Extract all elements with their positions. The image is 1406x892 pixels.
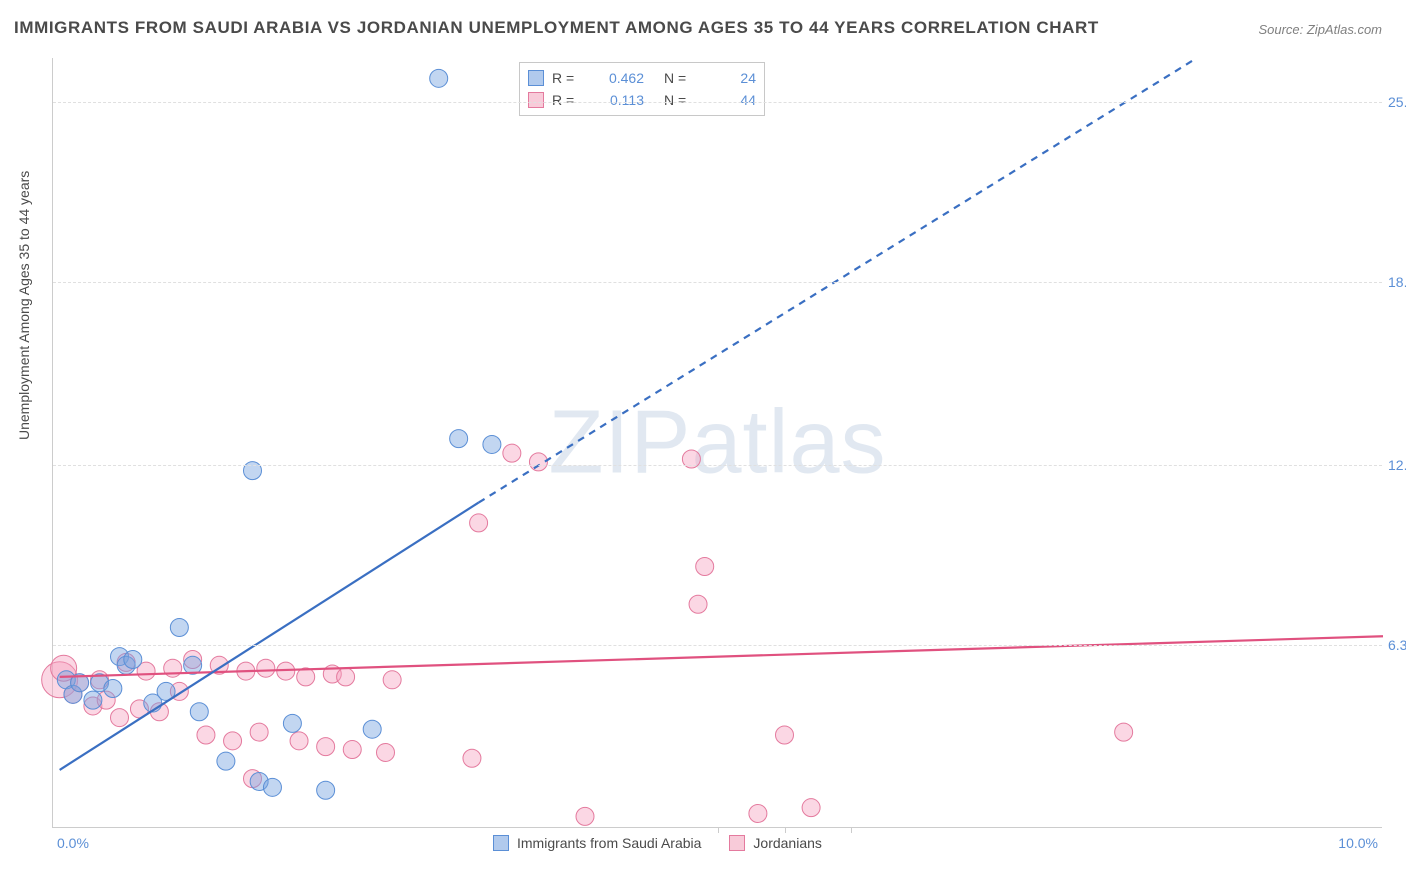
y-tick-label: 12.5% [1388, 457, 1406, 473]
y-tick-label: 25.0% [1388, 94, 1406, 110]
x-tick [718, 827, 719, 833]
x-tick [785, 827, 786, 833]
y-tick-label: 6.3% [1388, 637, 1406, 653]
grid-line [53, 102, 1382, 103]
x-tick-max: 10.0% [1338, 835, 1378, 851]
y-axis-title: Unemployment Among Ages 35 to 44 years [16, 171, 32, 440]
source-label: Source: ZipAtlas.com [1258, 22, 1382, 37]
legend-swatch-pink [729, 835, 745, 851]
x-tick [851, 827, 852, 833]
plot-area: ZIPatlas R = 0.462 N = 24 R = 0.113 N = … [52, 58, 1382, 828]
legend-series: Immigrants from Saudi Arabia Jordanians [493, 835, 822, 851]
legend-label: Jordanians [753, 835, 822, 851]
legend-label: Immigrants from Saudi Arabia [517, 835, 701, 851]
legend-swatch-blue [493, 835, 509, 851]
legend-item-blue: Immigrants from Saudi Arabia [493, 835, 701, 851]
legend-item-pink: Jordanians [729, 835, 822, 851]
y-tick-label: 18.8% [1388, 274, 1406, 290]
chart-title: IMMIGRANTS FROM SAUDI ARABIA VS JORDANIA… [14, 18, 1099, 38]
x-tick-0: 0.0% [57, 835, 89, 851]
grid-line [53, 645, 1382, 646]
chart-svg [53, 58, 1382, 827]
grid-line [53, 465, 1382, 466]
grid-line [53, 282, 1382, 283]
